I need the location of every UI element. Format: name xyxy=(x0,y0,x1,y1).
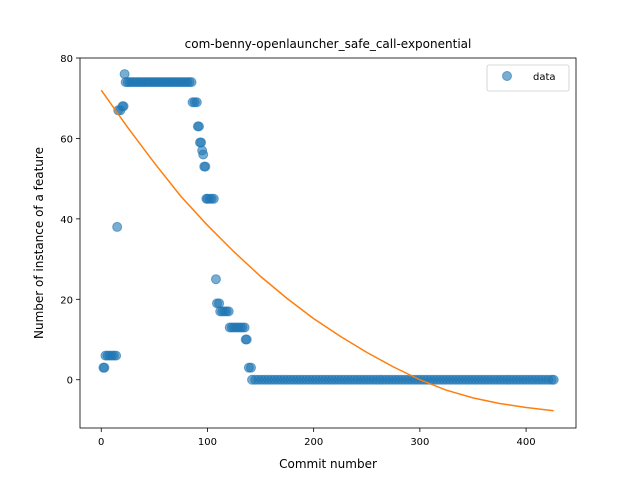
y-axis-label: Number of instance of a feature xyxy=(32,147,46,339)
data-point xyxy=(112,221,123,232)
data-point xyxy=(241,334,252,345)
y-tick-label: 80 xyxy=(60,54,73,65)
x-tick-label: 0 xyxy=(98,437,104,448)
y-tick-label: 40 xyxy=(60,215,73,226)
data-point xyxy=(223,306,234,317)
data-point xyxy=(239,322,250,333)
data-point xyxy=(548,374,559,385)
legend-marker-data xyxy=(502,71,512,81)
data-point xyxy=(200,161,211,172)
legend-box xyxy=(486,64,570,92)
data-point xyxy=(186,77,197,88)
series-data xyxy=(98,69,559,385)
data-point xyxy=(210,274,221,285)
x-axis-label: Commit number xyxy=(279,457,377,471)
y-tick-label: 60 xyxy=(60,134,73,145)
x-tick-label: 100 xyxy=(198,437,217,448)
y-axis: 0 20 40 60 80 xyxy=(60,54,80,387)
y-tick-label: 0 xyxy=(67,376,73,387)
data-point xyxy=(191,97,202,108)
data-point xyxy=(196,137,207,148)
x-tick-label: 200 xyxy=(304,437,323,448)
y-tick-label: 20 xyxy=(60,295,73,306)
data-point xyxy=(111,350,122,361)
x-tick-label: 300 xyxy=(410,437,429,448)
x-axis: 0 100 200 300 400 xyxy=(98,428,536,448)
data-point xyxy=(193,121,204,132)
data-point xyxy=(208,193,219,204)
chart-title: com-benny-openlauncher_safe_call-exponen… xyxy=(185,37,472,51)
x-tick-label: 400 xyxy=(517,437,536,448)
fit-line xyxy=(100,89,554,412)
plot-content xyxy=(98,69,559,412)
legend-label-data: data xyxy=(533,72,556,83)
data-point xyxy=(198,149,209,160)
plot-frame xyxy=(79,57,577,429)
legend: data xyxy=(486,64,570,92)
data-point xyxy=(99,362,110,373)
data-point xyxy=(246,362,256,373)
data-point xyxy=(118,101,129,112)
